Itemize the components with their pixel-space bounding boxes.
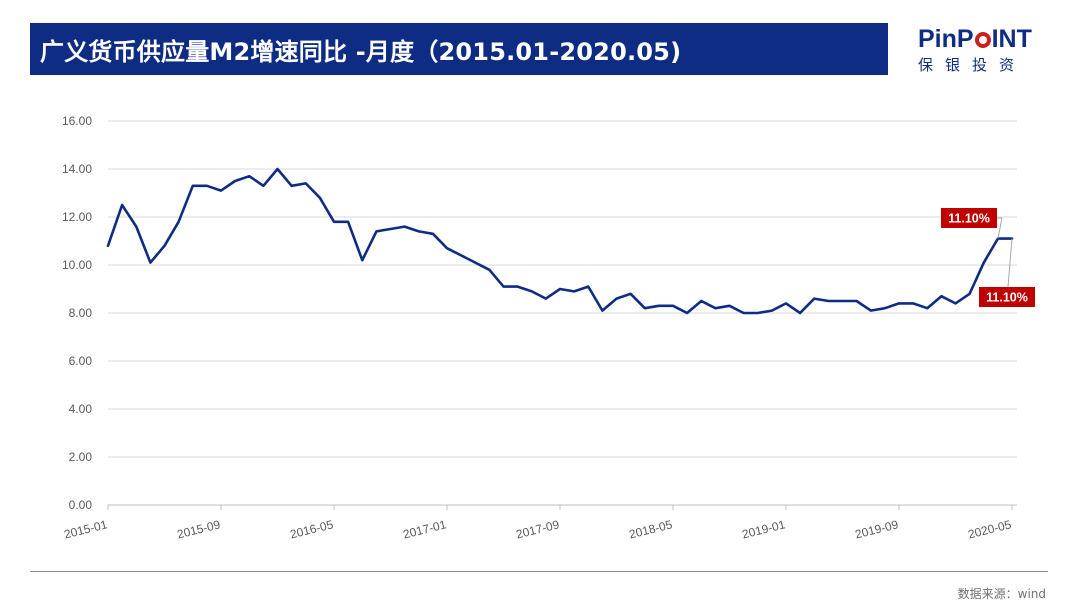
x-tick-label: 2017-01 xyxy=(402,517,448,541)
x-tick-label: 2019-01 xyxy=(741,517,787,541)
y-tick-label: 10.00 xyxy=(62,258,92,272)
brand-logo: PinP INT 保银投资 xyxy=(914,24,1054,76)
x-tick-label: 2019-09 xyxy=(854,517,900,541)
footer-divider xyxy=(30,571,1048,572)
data-label-leader xyxy=(997,217,1003,239)
x-tick-label: 2016-05 xyxy=(289,517,335,541)
y-tick-label: 6.00 xyxy=(69,354,93,368)
m2-growth-series-line xyxy=(106,167,1014,315)
data-source-note: 数据来源：wind xyxy=(957,587,1046,601)
title-bar: 广义货币供应量M2增速同比 -月度（2015.01-2020.05) xyxy=(30,23,888,75)
y-tick-label: 12.00 xyxy=(62,210,92,224)
x-tick-label: 2017-09 xyxy=(515,517,561,541)
x-tick-label: 2018-05 xyxy=(628,517,674,541)
y-tick-label: 16.00 xyxy=(62,114,92,128)
logo-subtitle: 保银投资 xyxy=(918,56,1027,74)
data-label-box xyxy=(979,287,1035,307)
data-label-leader xyxy=(1007,238,1013,288)
logo-target-icon xyxy=(974,32,991,48)
x-tick-label: 2020-05 xyxy=(967,517,1013,541)
y-tick-label: 0.00 xyxy=(69,498,93,512)
x-tick-label: 2015-09 xyxy=(176,517,222,541)
x-tick-label: 2015-01 xyxy=(63,517,109,541)
y-tick-label: 2.00 xyxy=(69,450,93,464)
logo-wordmark: PinP INT xyxy=(918,25,1032,53)
y-tick-label: 4.00 xyxy=(69,402,93,416)
data-label-box xyxy=(941,208,997,228)
y-tick-label: 14.00 xyxy=(62,162,92,176)
y-tick-label: 8.00 xyxy=(69,306,93,320)
data-label-2020-05: 11.10% xyxy=(986,291,1028,305)
data-label-2020-04: 11.10% xyxy=(948,212,990,226)
page-title: 广义货币供应量M2增速同比 -月度（2015.01-2020.05) xyxy=(40,37,682,66)
